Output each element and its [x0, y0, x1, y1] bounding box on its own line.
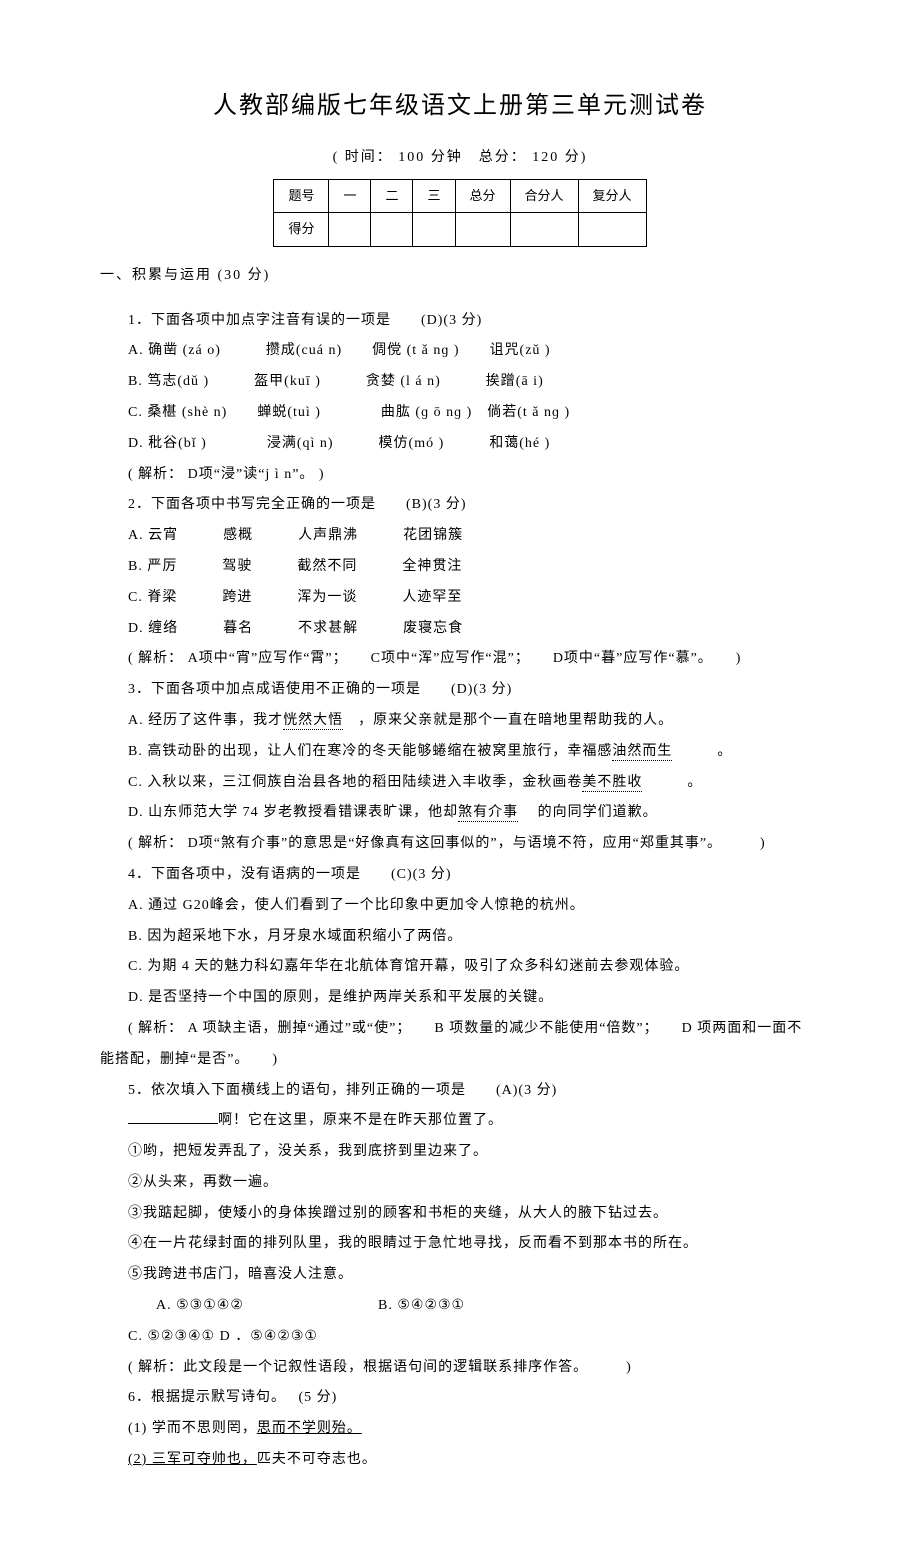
q6-stem: 6．根据提示默写诗句。 (5 分) — [100, 1383, 820, 1414]
cell — [510, 213, 578, 247]
q4-opt-d: D. 是否坚持一个中国的原则，是维护两岸关系和平发展的关键。 — [100, 983, 820, 1014]
q5-opts-row1: A. ⑤③①④②B. ⑤④②③① — [100, 1291, 820, 1322]
q4-opt-b: B. 因为超采地下水，月牙泉水域面积缩小了两倍。 — [100, 922, 820, 953]
q5-note: ( 解析：此文段是一个记叙性语段，根据语句间的逻辑联系排序作答。 ) — [100, 1353, 820, 1384]
q1-opt-c: C. 桑椹 (shè n) 蝉蜕(tuì ) 曲肱 (ɡ ō nɡ ) 倘若(t… — [100, 398, 820, 429]
q3-b-dotted: 油然而生 — [612, 744, 672, 761]
score-table: 题号 一 二 三 总分 合分人 复分人 得分 — [273, 179, 646, 247]
q4-opt-a: A. 通过 G20峰会，使人们看到了一个比印象中更加令人惊艳的杭州。 — [100, 891, 820, 922]
q1-stem: 1．下面各项中加点字注音有误的一项是 (D)(3 分) — [100, 306, 820, 337]
q5-opts-row2: C. ⑤②③④① D ．⑤④②③① — [100, 1322, 820, 1353]
q6-item-1: (1) 学而不思则罔，思而不学则殆。 — [100, 1414, 820, 1445]
q5-item-1: ①哟，把短发弄乱了，没关系，我到底挤到里边来了。 — [100, 1137, 820, 1168]
q6-1-answer: 思而不学则殆。 — [257, 1421, 362, 1436]
section-1-heading: 一、积累与运用 (30 分) — [100, 261, 820, 292]
cell — [329, 213, 371, 247]
q4-stem: 4．下面各项中，没有语病的一项是 (C)(3 分) — [100, 860, 820, 891]
q5-fill-line: 啊！它在这里，原来不是在昨天那位置了。 — [100, 1106, 820, 1137]
page-title: 人教部编版七年级语文上册第三单元测试卷 — [100, 80, 820, 133]
q5-item-3: ③我踮起脚，使矮小的身体挨蹭过别的顾客和书柜的夹缝，从大人的腋下钻过去。 — [100, 1199, 820, 1230]
th-total: 总分 — [455, 179, 510, 213]
q6-item-2: (2) 三军可夺帅也，匹夫不可夺志也。 — [100, 1445, 820, 1476]
th-1: 一 — [329, 179, 371, 213]
q1-opt-d: D. 秕谷(bǐ ) 浸满(qì n) 模仿(mó ) 和蔼(hé ) — [100, 429, 820, 460]
q3-stem: 3．下面各项中加点成语使用不正确的一项是 (D)(3 分) — [100, 675, 820, 706]
fill-blank — [128, 1109, 218, 1124]
q3-opt-b: B. 高铁动卧的出现，让人们在寒冷的冬天能够蜷缩在被窝里旅行，幸福感油然而生 。 — [100, 737, 820, 768]
q3-c-dotted: 美不胜收 — [582, 775, 642, 792]
th-checker: 复分人 — [578, 179, 646, 213]
q2-opt-a: A. 云宵 感概 人声鼎沸 花团锦簇 — [100, 521, 820, 552]
cell — [455, 213, 510, 247]
th-no: 题号 — [274, 179, 329, 213]
q5-item-2: ②从头来，再数一遍。 — [100, 1168, 820, 1199]
th-2: 二 — [371, 179, 413, 213]
q1-opt-b: B. 笃志(dǔ ) 盔甲(kuī ) 贪婪 (l á n) 挨蹭(ā i) — [100, 367, 820, 398]
q4-note-1: ( 解析： A 项缺主语，删掉“通过”或“使”； B 项数量的减少不能使用“倍数… — [100, 1014, 820, 1045]
q4-note-2: 能搭配，删掉“是否”。 ) — [100, 1045, 820, 1076]
q3-opt-d: D. 山东师范大学 74 岁老教授看错课表旷课，他却煞有介事 的向同学们道歉。 — [100, 798, 820, 829]
q5-item-5: ⑤我跨进书店门，暗喜没人注意。 — [100, 1260, 820, 1291]
q3-opt-a: A. 经历了这件事，我才恍然大悟 ，原来父亲就是那个一直在暗地里帮助我的人。 — [100, 706, 820, 737]
cell — [371, 213, 413, 247]
q1-note: ( 解析： D项“浸”读“j ì n”。 ) — [100, 460, 820, 491]
q2-note: ( 解析： A项中“宵”应写作“霄”； C项中“浑”应写作“混”； D项中“暮”… — [100, 644, 820, 675]
q3-note: ( 解析： D项“煞有介事”的意思是“好像真有这回事似的”，与语境不符，应用“郑… — [100, 829, 820, 860]
q3-a-dotted: 恍然大悟 — [283, 713, 343, 730]
q4-opt-c: C. 为期 4 天的魅力科幻嘉年华在北航体育馆开幕，吸引了众多科幻迷前去参观体验… — [100, 952, 820, 983]
q2-opt-d: D. 缠络 暮名 不求甚解 废寝忘食 — [100, 614, 820, 645]
q6-2-answer: (2) 三军可夺帅也， — [128, 1452, 257, 1467]
q1-opt-a: A. 确凿 (zá o) 攒成(cuá n) 倜傥 (t ǎ nɡ ) 诅咒(z… — [100, 336, 820, 367]
cell — [578, 213, 646, 247]
q2-stem: 2．下面各项中书写完全正确的一项是 (B)(3 分) — [100, 490, 820, 521]
row2-label: 得分 — [274, 213, 329, 247]
q2-opt-c: C. 脊梁 跨进 浑为一谈 人迹罕至 — [100, 583, 820, 614]
subtitle: ( 时间： 100 分钟 总分： 120 分) — [100, 143, 820, 174]
th-adder: 合分人 — [510, 179, 578, 213]
q3-d-dotted: 煞有介事 — [458, 805, 518, 822]
q5-item-4: ④在一片花绿封面的排列队里，我的眼睛过于急忙地寻找，反而看不到那本书的所在。 — [100, 1229, 820, 1260]
q2-opt-b: B. 严厉 驾驶 截然不同 全神贯注 — [100, 552, 820, 583]
q3-opt-c: C. 入秋以来，三江侗族自治县各地的稻田陆续进入丰收季，金秋画卷美不胜收 。 — [100, 768, 820, 799]
cell — [413, 213, 455, 247]
th-3: 三 — [413, 179, 455, 213]
q5-stem: 5．依次填入下面横线上的语句，排列正确的一项是 (A)(3 分) — [100, 1076, 820, 1107]
